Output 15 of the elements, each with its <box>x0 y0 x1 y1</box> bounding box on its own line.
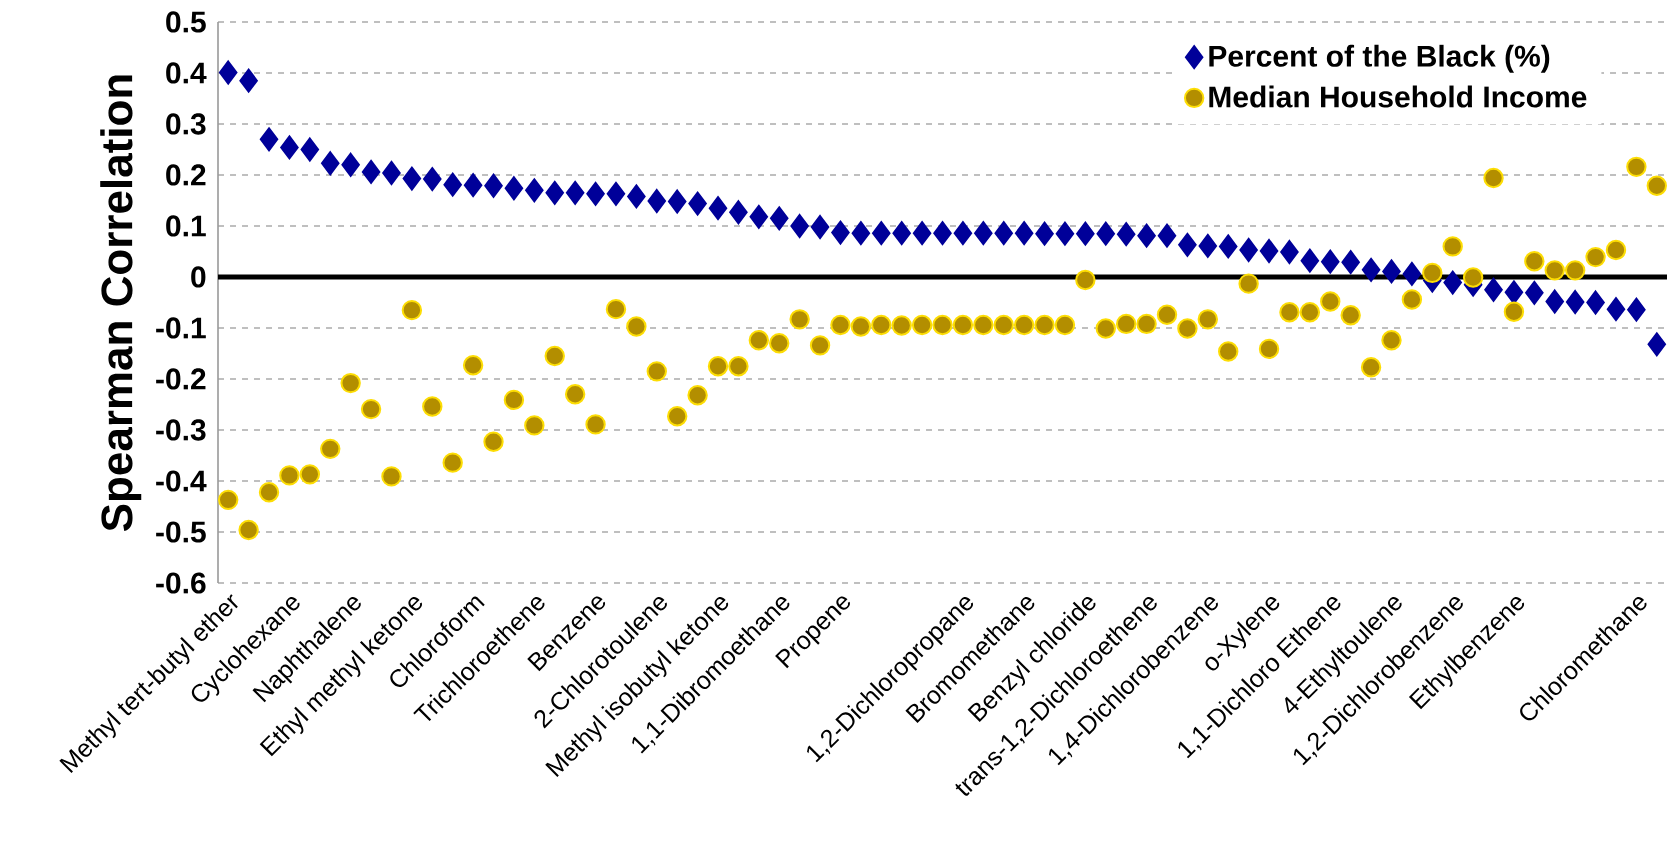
y-tick-label: -0.2 <box>156 368 206 390</box>
y-tick-label: -0.3 <box>156 419 206 441</box>
y-tick-label: 0.2 <box>166 164 206 186</box>
y-tick-label: 0.3 <box>166 113 206 135</box>
legend-label: Percent of the Black (%) <box>1209 44 1550 73</box>
y-tick-label: -0.4 <box>156 470 207 492</box>
y-tick-label: 0.5 <box>166 11 206 33</box>
y-axis-title: Spearman Correlation <box>100 75 142 532</box>
y-tick-label: -0.6 <box>156 572 206 594</box>
y-tick-label: -0.5 <box>156 521 206 543</box>
y-tick-label: 0 <box>191 266 206 288</box>
legend-label: Median Household Income <box>1209 85 1587 108</box>
y-tick-label: -0.1 <box>156 317 206 339</box>
y-tick-label: 0.1 <box>166 215 206 237</box>
y-tick-label: 0.4 <box>166 62 207 84</box>
